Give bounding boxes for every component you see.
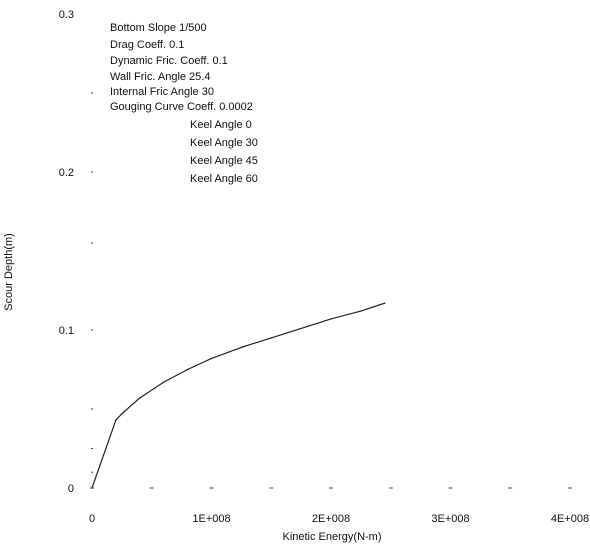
x-axis-title: Kinetic Energy(N-m) — [282, 531, 381, 543]
series-point — [163, 381, 165, 383]
series-point — [115, 419, 117, 421]
chart-annotation: Internal Fric Angle 30 — [110, 86, 214, 98]
chart-annotation: Drag Coeff. 0.1 — [110, 39, 184, 51]
x-tick-label: 3E+008 — [431, 513, 469, 525]
series-point — [240, 346, 243, 349]
series-point — [91, 487, 93, 489]
series-point — [384, 302, 386, 304]
chart-annotation: Keel Angle 30 — [190, 137, 258, 149]
x-tick-label: 1E+008 — [192, 513, 230, 525]
x-tick-label: 0 — [89, 513, 95, 525]
y-tick-label: 0.1 — [59, 325, 74, 337]
y-tick-label: 0 — [68, 483, 74, 495]
y-axis-title: Scour Depth(m) — [3, 233, 15, 311]
x-tick-label: 2E+008 — [312, 513, 350, 525]
chart-annotation: Dynamic Fric. Coeff. 0.1 — [110, 55, 228, 67]
series-line — [91, 302, 386, 489]
chart-annotation: Keel Angle 60 — [190, 173, 258, 185]
series-point — [210, 357, 213, 360]
x-tick-label: 4E+008 — [551, 513, 589, 525]
chart-annotation: Bottom Slope 1/500 — [110, 22, 207, 34]
chart-annotation: Wall Fric. Angle 25.4 — [110, 71, 210, 83]
chart-annotation: Keel Angle 0 — [190, 119, 252, 131]
series-point — [139, 397, 141, 399]
axis-layer: 0 0.1 0.2 0.3 0 1E+008 2E+008 3E+008 4E+008 — [59, 9, 589, 525]
series-point — [270, 337, 272, 339]
series-point — [300, 327, 302, 330]
series-layer — [91, 302, 386, 489]
y-tick-label: 0.3 — [59, 9, 74, 21]
series-point — [121, 413, 123, 415]
chart-annotation: Gouging Curve Coeff. 0.0002 — [110, 101, 253, 113]
chart-annotation: Keel Angle 45 — [190, 155, 258, 167]
series-point — [186, 368, 189, 371]
y-tick-label: 0.2 — [59, 167, 74, 179]
annotation-layer: Bottom Slope 1/500 Drag Coeff. 0.1 Dynamic… — [110, 22, 258, 185]
series-point — [330, 318, 332, 320]
series-point — [360, 310, 362, 312]
